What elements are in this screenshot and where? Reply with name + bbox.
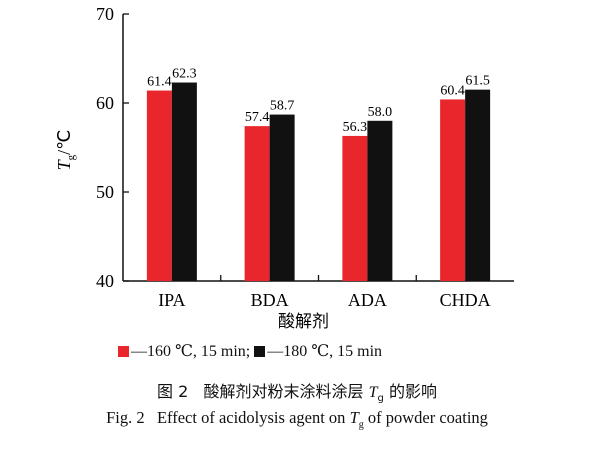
data-label: 56.3: [343, 120, 368, 135]
caption-cn-fig: 图 2: [157, 382, 189, 401]
data-label: 62.3: [172, 67, 197, 82]
labels: 61.462.3 57.458.7 56.358.0 60.461.5: [147, 67, 490, 135]
y-tick-label: 70: [96, 4, 114, 24]
data-label: 57.4: [245, 110, 270, 125]
axes: 40 50 60 70 Tg/℃ IPA BDA ADA CHDA 酸解剂: [54, 4, 514, 332]
data-label: 61.5: [465, 74, 490, 89]
data-label: 61.4: [147, 75, 172, 90]
data-label: 58.7: [270, 99, 295, 114]
caption-cn-sub: g: [377, 393, 384, 405]
bars: [146, 82, 491, 282]
caption-en-post: of powder coating: [363, 408, 488, 427]
legend-swatch-160: [118, 345, 129, 357]
bar: [269, 114, 295, 281]
bar: [146, 90, 172, 281]
caption-en-pre: Effect of acidolysis agent on: [156, 408, 350, 427]
y-tick-label: 40: [96, 271, 114, 291]
bar: [440, 99, 466, 281]
bar: [244, 126, 270, 281]
legend: —160 ℃, 15 min; —180 ℃, 15 min: [118, 341, 382, 361]
bar: [367, 120, 393, 281]
caption-en-sub: g: [358, 419, 364, 431]
legend-swatch-180: [254, 345, 266, 357]
caption-en-T: T: [349, 408, 359, 427]
legend-label-160: —160 ℃, 15 min;: [131, 343, 251, 360]
y-tick-label: 60: [96, 93, 114, 113]
legend-label-180: —180 ℃, 15 min: [267, 343, 383, 360]
x-tick-label: BDA: [251, 290, 289, 310]
figure-caption-en: Fig. 2 Effect of acidolysis agent on Tg …: [0, 408, 594, 430]
bar-chart: 40 50 60 70 Tg/℃ IPA BDA ADA CHDA 酸解剂 61.462.3 57.…: [54, 4, 514, 332]
bar: [465, 89, 491, 282]
bar: [342, 135, 368, 281]
data-label: 60.4: [440, 83, 465, 98]
caption-en-fig: Fig. 2: [106, 408, 145, 427]
y-axis-label: Tg/℃: [54, 130, 77, 171]
figure-caption-cn: 图 2 酸解剂对粉末涂料涂层 Tg 的影响: [0, 378, 594, 404]
caption-cn-T: T: [368, 384, 378, 401]
x-tick-label: IPA: [158, 290, 185, 310]
x-tick-label: CHDA: [440, 290, 491, 310]
y-tick-label: 50: [96, 182, 114, 202]
caption-cn-pre: 酸解剂对粉末涂料涂层: [203, 382, 369, 401]
x-axis-label: 酸解剂: [278, 312, 329, 332]
caption-cn-post: 的影响: [383, 382, 437, 401]
x-tick-label: ADA: [348, 290, 387, 310]
data-label: 58.0: [368, 105, 393, 120]
bar: [171, 82, 197, 281]
